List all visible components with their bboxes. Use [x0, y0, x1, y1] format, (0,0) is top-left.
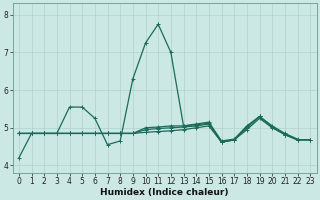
X-axis label: Humidex (Indice chaleur): Humidex (Indice chaleur)	[100, 188, 229, 197]
